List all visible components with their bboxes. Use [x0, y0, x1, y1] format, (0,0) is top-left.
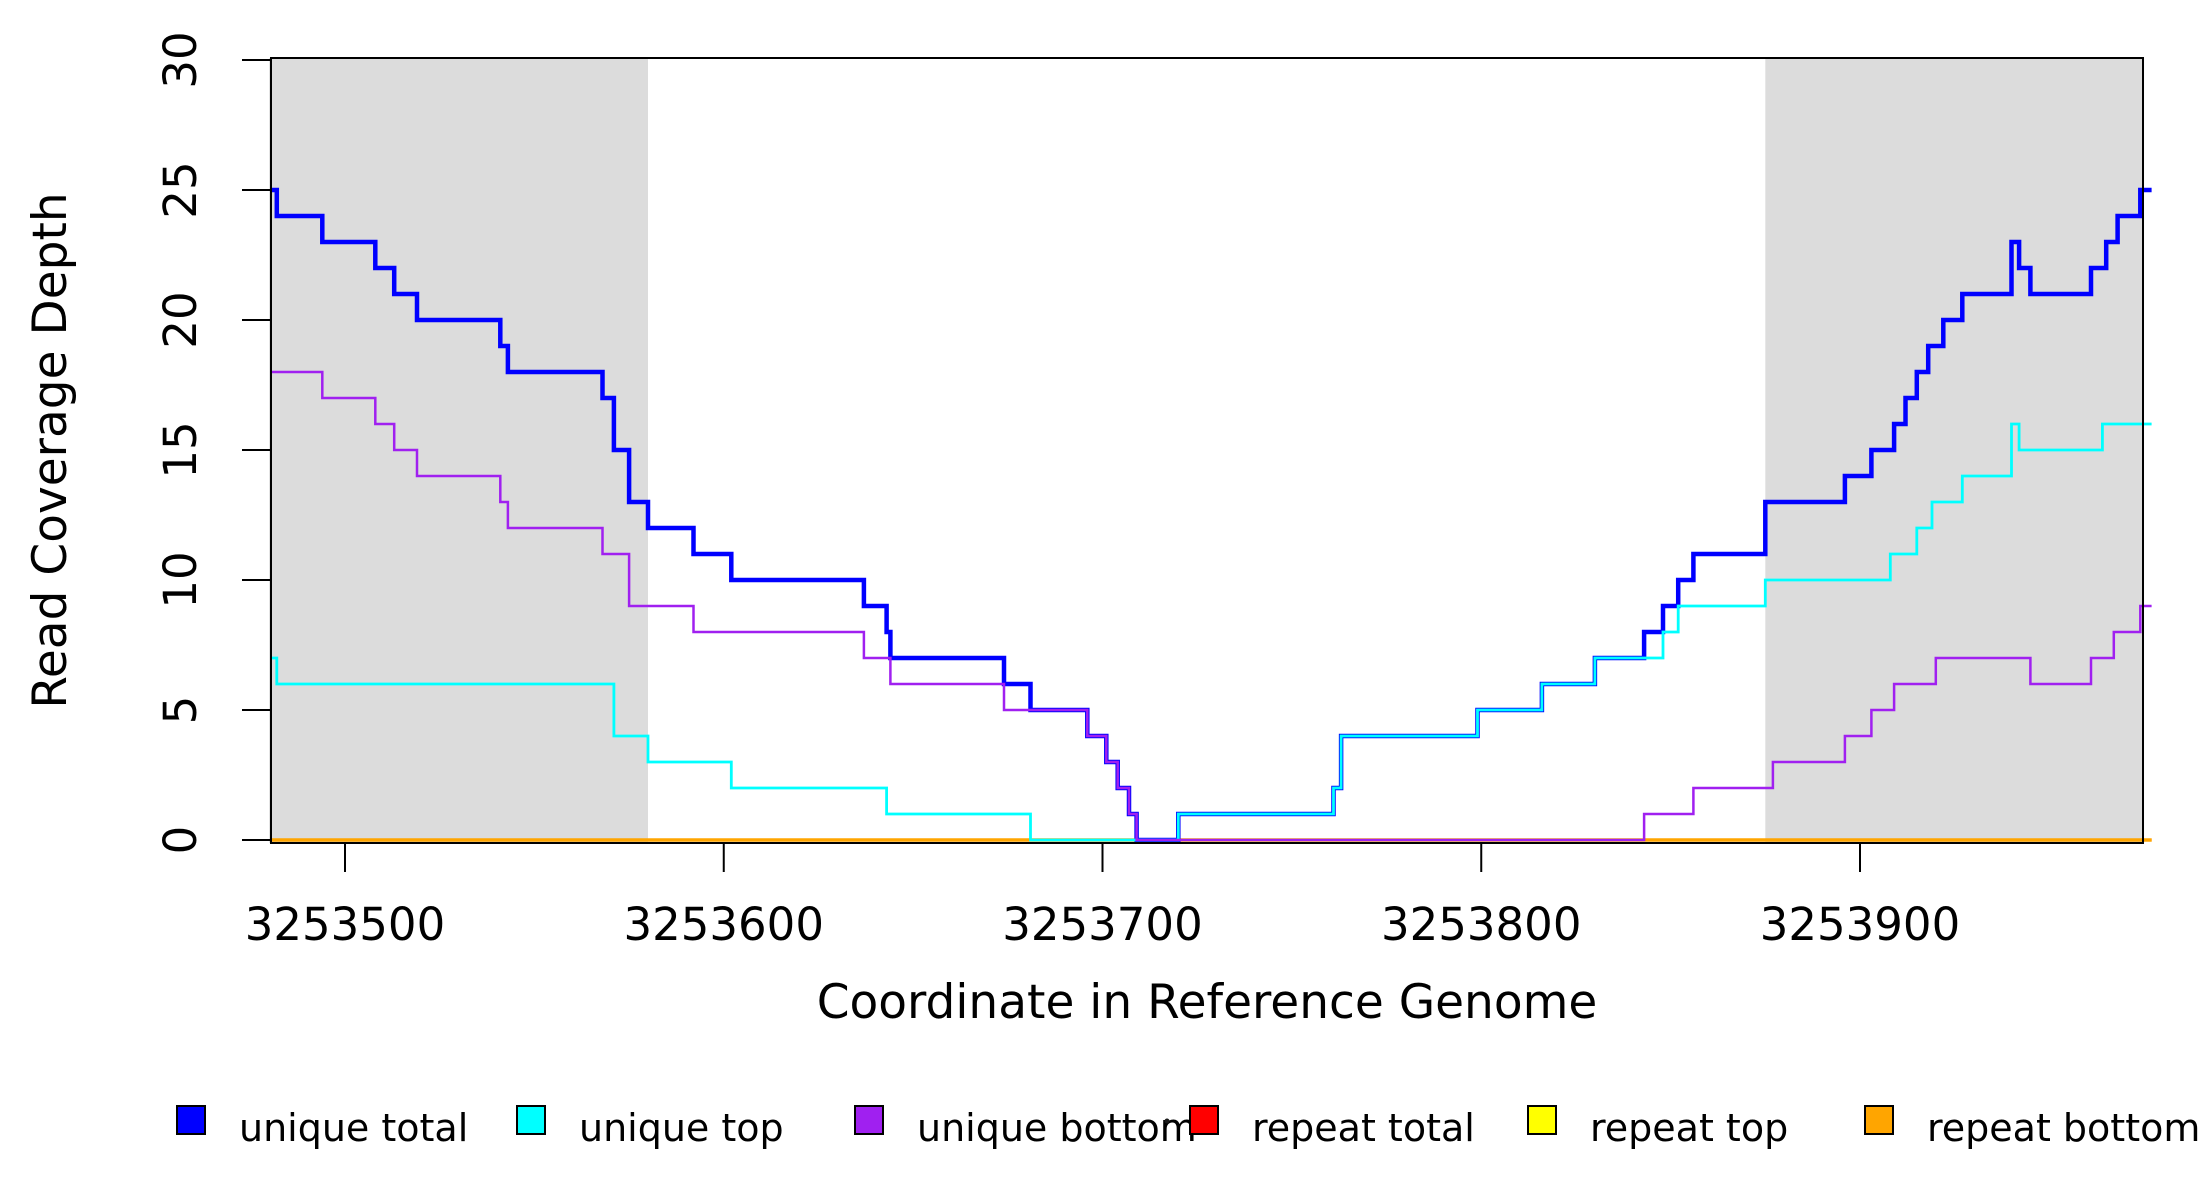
y-tick-label: 15	[154, 421, 207, 478]
series-unique-bottom-line	[271, 370, 2152, 842]
legend-label-repeat-top: repeat top	[1590, 1106, 1788, 1150]
y-tick-label: 5	[154, 696, 207, 725]
legend-label-repeat-bottom: repeat bottom	[1927, 1106, 2200, 1150]
legend-swatch-repeat-total	[1189, 1105, 1219, 1135]
x-tick-label: 3253800	[1381, 898, 1581, 951]
y-tick-label: 30	[154, 31, 207, 88]
y-axis-title: Read Coverage Depth	[23, 192, 78, 708]
y-tick-label: 25	[154, 161, 207, 218]
plot-box	[270, 57, 2144, 844]
series-unique-top-line	[271, 422, 2152, 842]
legend-swatch-repeat-top	[1527, 1105, 1557, 1135]
x-tick-label: 3253700	[1002, 898, 1202, 951]
legend-swatch-repeat-bottom	[1864, 1105, 1894, 1135]
legend-swatch-unique-bottom	[854, 1105, 884, 1135]
legend-swatch-unique-total	[176, 1105, 206, 1135]
legend-label-unique-bottom: unique bottom	[917, 1106, 1197, 1150]
y-tick-label: 20	[154, 291, 207, 348]
legend-label-unique-top: unique top	[579, 1106, 784, 1150]
shaded-region-left	[269, 58, 648, 843]
legend-swatch-unique-top	[516, 1105, 546, 1135]
legend-label-repeat-total: repeat total	[1252, 1106, 1475, 1150]
x-axis-title: Coordinate in Reference Genome	[817, 975, 1598, 1030]
x-tick-label: 3253900	[1760, 898, 1960, 951]
legend-label-unique-total: unique total	[239, 1106, 468, 1150]
x-tick-label: 3253600	[624, 898, 824, 951]
y-tick-label: 0	[154, 826, 207, 855]
x-tick-label: 3253500	[245, 898, 445, 951]
y-tick-label: 10	[154, 551, 207, 608]
stray-dot	[1164, 1118, 1170, 1124]
